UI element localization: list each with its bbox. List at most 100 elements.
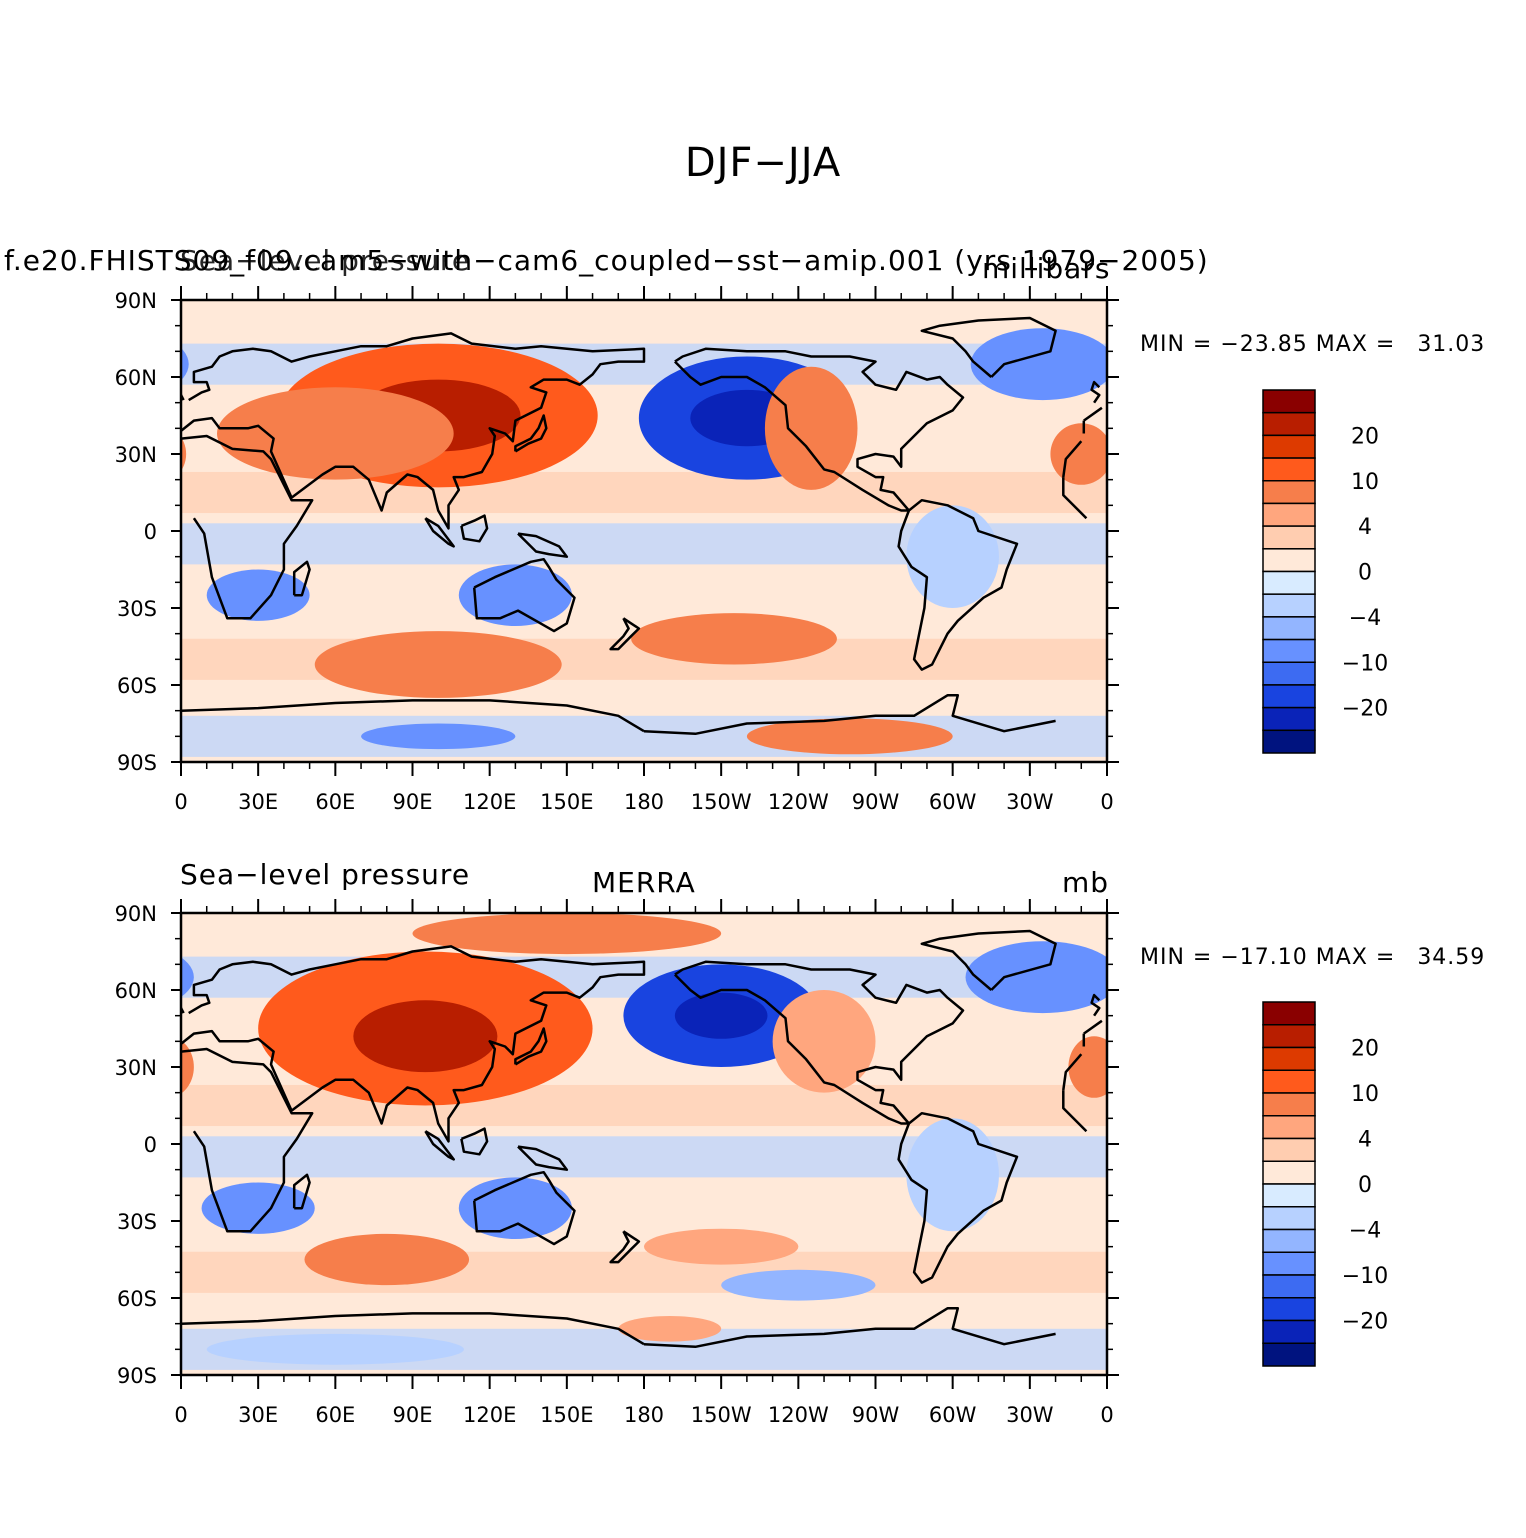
colorbar-swatch [1262, 684, 1316, 709]
lon-tick-label: 90E [393, 1403, 433, 1427]
panel1-minmax: MIN = −23.85 MAX = 31.03 [1140, 332, 1485, 357]
pressure-anomaly-6 [181, 347, 189, 381]
colorbar-swatch [1262, 1206, 1316, 1231]
colorbar-swatch [1262, 638, 1316, 663]
colorbar-swatch [1262, 1160, 1316, 1185]
lon-tick-label: 0 [174, 1403, 187, 1427]
lat-tick-label: 30N [115, 1056, 157, 1080]
coastline-antarctica [181, 1312, 645, 1346]
coastline-borneo [460, 514, 489, 543]
lon-tick-label: 0 [1100, 1403, 1113, 1427]
colorbar-obs: 20 10 4 0 −4 −10 −20 [1262, 1001, 1388, 1367]
lat-tick-label: 0 [144, 520, 157, 544]
colorbar-swatch [1262, 1092, 1316, 1117]
pressure-anomaly-12 [1128, 1183, 1241, 1234]
lon-tick-label: 180 [624, 1403, 664, 1427]
colorbar-model: 20 10 4 0 −4 −10 −20 [1262, 389, 1388, 754]
coastlines [181, 929, 1103, 1349]
pressure-anomaly-9 [644, 1228, 799, 1265]
coastline-japan [514, 414, 548, 453]
pressure-anomaly-14 [361, 723, 516, 750]
colorbar-tick-label: 4 [1358, 1128, 1372, 1153]
coastline-africa [1062, 477, 1088, 520]
lat-tick-label: 90N [115, 289, 157, 313]
coastline-eurasia [1083, 406, 1103, 422]
colorbar-tick-label: −10 [1342, 651, 1388, 676]
pressure-anomaly-4 [217, 387, 454, 480]
pressure-anomaly-13 [746, 718, 953, 755]
zonal-band [181, 715, 1107, 757]
lat-tick-label: 30N [115, 443, 157, 467]
lon-tick-label: 150E [540, 790, 593, 814]
colorbar-tick-label: −20 [1342, 1310, 1388, 1335]
lon-tick-label: 90W [852, 790, 900, 814]
zonal-band [181, 1084, 1107, 1127]
pressure-anomaly-10 [721, 1269, 876, 1301]
colorbar-swatch [1262, 1319, 1316, 1344]
colorbar-swatch [1262, 1024, 1316, 1049]
colorbar-swatch [1262, 1274, 1316, 1299]
pressure-anomaly-14 [1133, 1334, 1390, 1365]
colorbar-swatch [1262, 1137, 1316, 1162]
panel1-max-value: 31.03 [1417, 332, 1486, 357]
pressure-anomaly-7 [1068, 1036, 1107, 1098]
pressure-anomaly-7 [1050, 423, 1107, 485]
pressure-anomaly-11 [1385, 1177, 1498, 1239]
pressure-anomaly-13 [906, 1118, 999, 1232]
coastline-africa [1062, 1090, 1088, 1133]
colorbar-swatch [1262, 1251, 1316, 1276]
coastline-madagascar [292, 560, 311, 597]
coastline-newguinea [517, 1145, 569, 1171]
lat-tick-label: 30S [117, 1210, 157, 1234]
pressure-field-obs [181, 913, 1526, 1375]
coastlines [181, 316, 1103, 736]
coastline-antarctica [643, 694, 1056, 736]
colorbar-swatch [1262, 457, 1316, 482]
lon-tick-label: 30E [238, 1403, 278, 1427]
lon-tick-label: 150E [540, 1403, 593, 1427]
colorbar-swatch [1262, 525, 1316, 550]
panel2-max-label: MAX = [1315, 945, 1396, 970]
coastline-uk [1090, 380, 1101, 404]
colorbar-tick-label: −4 [1349, 1219, 1381, 1244]
pressure-anomaly-6 [181, 957, 194, 998]
lon-tick-label: 30W [1006, 1403, 1054, 1427]
colorbar-swatch [1262, 729, 1316, 754]
lon-tick-label: 120W [768, 1403, 829, 1427]
lon-tick-label: 30W [1006, 790, 1054, 814]
pressure-anomaly-4 [1339, 913, 1526, 954]
pressure-anomaly-11 [206, 569, 310, 621]
pressure-anomaly-8 [304, 1233, 470, 1286]
colorbar-swatch [1262, 1297, 1316, 1322]
lon-tick-label: 90W [852, 1403, 900, 1427]
panel2-min-label: MIN = [1140, 945, 1213, 970]
colorbar-tick-label: 10 [1351, 470, 1379, 495]
lon-tick-label: 120E [463, 1403, 516, 1427]
lat-tick-label: 90N [115, 902, 157, 926]
pressure-anomaly-12 [0, 505, 73, 608]
pressure-anomaly-6 [970, 328, 1107, 401]
colorbar-swatch [1262, 1183, 1316, 1208]
coastline-australia [472, 1170, 576, 1246]
colorbar-tick-label: 0 [1358, 561, 1372, 586]
colorbar-swatch [1262, 1115, 1316, 1140]
pressure-anomaly-10 [1385, 564, 1498, 626]
lat-tick-label: 60S [117, 1287, 157, 1311]
lat-tick-label: 0 [144, 1133, 157, 1157]
lon-tick-label: 150W [691, 1403, 752, 1427]
panel2-max-value: 34.59 [1417, 945, 1486, 970]
pressure-anomaly-9 [631, 613, 837, 665]
colorbar-swatch [1262, 593, 1316, 618]
lon-tick-label: 60W [929, 1403, 977, 1427]
colorbar-swatch [1262, 661, 1316, 686]
lon-tick-label: 120W [768, 790, 829, 814]
colorbar-swatch [1262, 1228, 1316, 1253]
coastline-eurasia [1083, 1019, 1103, 1035]
coastline-namerica [674, 347, 965, 512]
pressure-anomaly-12 [906, 505, 999, 608]
lat-tick-label: 60N [115, 366, 157, 390]
lat-tick-label: 60N [115, 979, 157, 1003]
colorbar-swatch [1262, 616, 1316, 641]
coastline-newguinea [517, 532, 569, 558]
colorbar-swatch [1262, 1001, 1316, 1026]
